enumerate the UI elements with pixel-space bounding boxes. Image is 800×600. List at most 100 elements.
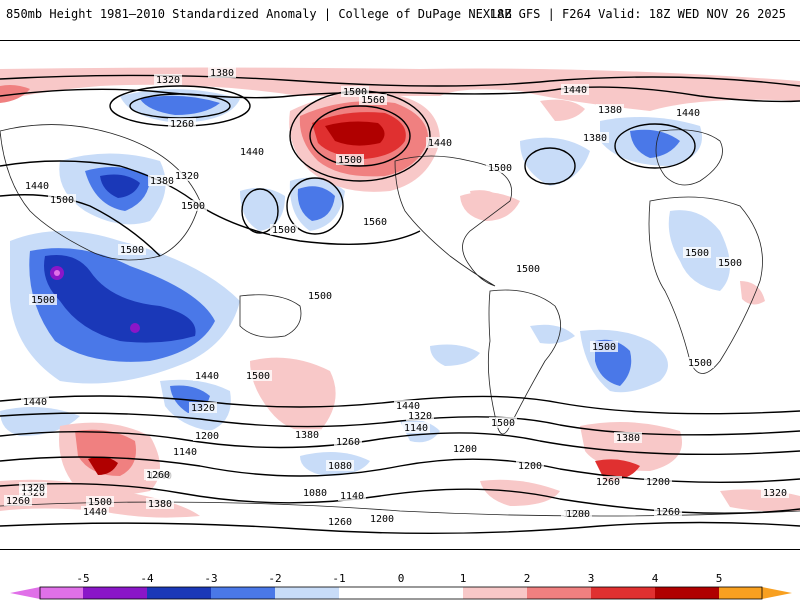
height-contour	[614, 123, 696, 169]
height-contour	[0, 86, 800, 103]
map-title: 850mb Height 1981–2010 Standardized Anom…	[6, 7, 512, 21]
contour-label: 1500	[592, 342, 616, 353]
contour-label: 1200	[566, 509, 590, 520]
contour-label-bg	[581, 132, 609, 143]
contour-label: 1500	[338, 155, 362, 166]
contour-label: 1140	[404, 423, 428, 434]
height-contour	[0, 521, 800, 535]
height-contour	[309, 105, 411, 167]
contour-label: 1260	[170, 119, 194, 130]
contour-label-bg	[683, 247, 711, 258]
contour-label: 1560	[363, 217, 387, 228]
contour-label: 1380	[598, 105, 622, 116]
height-contour	[0, 194, 161, 257]
contour-label: 1500	[688, 358, 712, 369]
contour-label: 1260	[596, 477, 620, 488]
contour-label: 1500	[308, 291, 332, 302]
contour-label-bg	[338, 490, 366, 501]
anomaly-region	[530, 324, 575, 344]
contour-label: 1320	[408, 411, 432, 422]
contour-label: 1440	[25, 181, 49, 192]
contour-label: 1140	[173, 447, 197, 458]
contour-label-bg	[402, 422, 430, 433]
contour-label-bg	[193, 430, 221, 441]
contour-label-bg	[516, 460, 544, 471]
contour-label-bg	[306, 290, 334, 301]
colorbar-tick-label: 4	[651, 572, 659, 585]
anomaly-region	[140, 95, 220, 115]
contour-label: 1500	[31, 295, 55, 306]
colorbar-arrow-high	[762, 587, 792, 599]
anomaly-region	[520, 137, 590, 186]
contour-label-bg	[614, 432, 642, 443]
contour-label: 1440	[195, 371, 219, 382]
contour-label-bg	[359, 94, 387, 105]
anomaly-region	[630, 129, 680, 158]
contour-label-bg	[81, 506, 109, 517]
anomaly-core	[130, 323, 140, 333]
contour-label: 1500	[120, 245, 144, 256]
contour-label: 1500	[272, 225, 296, 236]
colorbar-arrow-low	[10, 587, 40, 599]
contour-label: 1440	[428, 138, 452, 149]
colorbar-tick-label: -1	[332, 572, 346, 585]
contour-label: 1380	[150, 176, 174, 187]
contour-label-bg	[654, 506, 682, 517]
anomaly-core	[54, 270, 60, 276]
coastline-africa	[648, 196, 763, 374]
contour-label: 1500	[343, 87, 367, 98]
contour-label: 1320	[156, 75, 180, 86]
contour-label-bg	[596, 104, 624, 115]
contour-label-bg	[19, 482, 47, 493]
contour-label-bg	[326, 460, 354, 471]
contour-label: 1500	[685, 248, 709, 259]
contour-label-bg	[21, 396, 49, 407]
contour-label-bg	[118, 244, 146, 255]
contour-label: 1380	[616, 433, 640, 444]
contour-label-bg	[489, 417, 517, 428]
contour-label: 1320	[191, 403, 215, 414]
height-contour	[241, 188, 279, 234]
coastline-europe	[655, 129, 723, 186]
contour-label-bg	[361, 216, 389, 227]
contour-label: 1500	[488, 163, 512, 174]
colorbar-segment	[40, 587, 83, 599]
contour-label: 1380	[583, 133, 607, 144]
colorbar-tick-label: 2	[523, 572, 531, 585]
height-contour	[0, 430, 800, 456]
colorbar-svg	[10, 586, 792, 600]
contour-label-bg	[244, 370, 272, 381]
contour-label-bg	[564, 508, 592, 519]
contour-label-bg	[326, 516, 354, 527]
contour-label: 1260	[146, 470, 170, 481]
colorbar-tick-label: -2	[268, 572, 282, 585]
anomaly-region	[470, 190, 510, 215]
coastline-asia	[0, 124, 201, 261]
contour-label: 1440	[396, 401, 420, 412]
contour-label-bg	[341, 86, 369, 97]
contour-label-bg	[208, 67, 236, 78]
contour-label-bg	[426, 137, 454, 148]
contour-label: 1260	[656, 507, 680, 518]
contour-label-bg	[29, 294, 57, 305]
contour-label-bg	[238, 146, 266, 157]
contour-label-bg	[171, 446, 199, 457]
contour-label-bg	[144, 469, 172, 480]
anomaly-region	[250, 357, 336, 432]
contour-label-bg	[368, 513, 396, 524]
contour-label-bg	[644, 476, 672, 487]
contour-label: 1140	[340, 491, 364, 502]
contour-label: 1500	[718, 258, 742, 269]
contour-label-bg	[451, 443, 479, 454]
contour-label: 1260	[6, 496, 30, 507]
colorbar-segment	[211, 587, 275, 599]
contour-label-bg	[23, 180, 51, 191]
contour-label: 1200	[518, 461, 542, 472]
contour-label: 1380	[210, 68, 234, 79]
colorbar-segment	[339, 587, 463, 599]
anomaly-map[interactable]: 1380 1320 1260 1500 1560 1440 1380 1440 1440 1380…	[0, 40, 800, 550]
contour-label-bg	[594, 476, 622, 487]
contour-label: 1500	[88, 497, 112, 508]
contour-label: 1200	[646, 477, 670, 488]
contour-label: 1320	[21, 483, 45, 494]
